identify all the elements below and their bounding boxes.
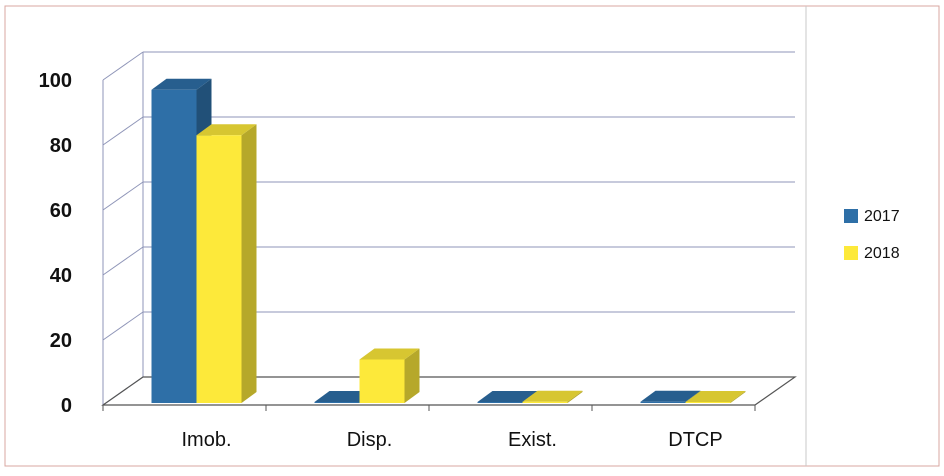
gridline-side <box>102 51 144 81</box>
legend-label: 2018 <box>864 245 900 262</box>
y-tick-label: 0 <box>61 395 72 417</box>
bar <box>685 391 746 403</box>
x-category-label: Exist. <box>508 429 557 451</box>
y-tick-label: 80 <box>50 135 72 157</box>
bar-front <box>685 402 731 403</box>
bar-front <box>640 401 686 403</box>
bar-top <box>477 391 538 402</box>
y-tick-label: 20 <box>50 330 72 352</box>
bar-side <box>567 390 583 403</box>
bar-side <box>404 348 420 403</box>
bar-top <box>196 124 257 136</box>
bar-top <box>685 391 746 402</box>
y-tick-label: 40 <box>50 265 72 287</box>
x-category-label: Imob. <box>181 429 231 451</box>
bar-front <box>314 402 360 403</box>
bar-front <box>196 135 242 403</box>
gridline-side <box>102 311 144 341</box>
bar <box>359 348 420 403</box>
bar-front <box>522 401 568 403</box>
x-category-label: Disp. <box>347 429 393 451</box>
gridline-side <box>102 116 144 146</box>
bar-front <box>359 359 405 403</box>
bar-top <box>522 390 583 402</box>
bar <box>196 124 257 403</box>
legend-swatch <box>844 209 858 223</box>
bar-front <box>477 402 523 403</box>
bar-top <box>359 348 420 360</box>
bar-side <box>241 124 257 403</box>
x-category-label: DTCP <box>668 429 722 451</box>
bar-side <box>730 391 746 403</box>
y-tick-label: 60 <box>50 200 72 222</box>
legend-swatch <box>844 246 858 260</box>
x-axis-labels: Imob. Disp. Exist. DTCP <box>181 429 722 451</box>
y-tick-label: 100 <box>39 70 72 92</box>
floor <box>101 376 797 406</box>
bars <box>151 78 746 403</box>
y-axis-ticks: 0 20 40 60 80 100 <box>39 70 72 417</box>
legend-label: 2017 <box>864 208 900 225</box>
bar-front <box>151 89 197 403</box>
bar-top <box>640 390 701 402</box>
gridline-side <box>102 246 144 276</box>
chart-frame <box>4 5 940 467</box>
bar-top <box>151 78 212 90</box>
bar <box>522 390 583 403</box>
legend: 2017 2018 <box>844 208 900 262</box>
gridline-side <box>102 181 144 211</box>
